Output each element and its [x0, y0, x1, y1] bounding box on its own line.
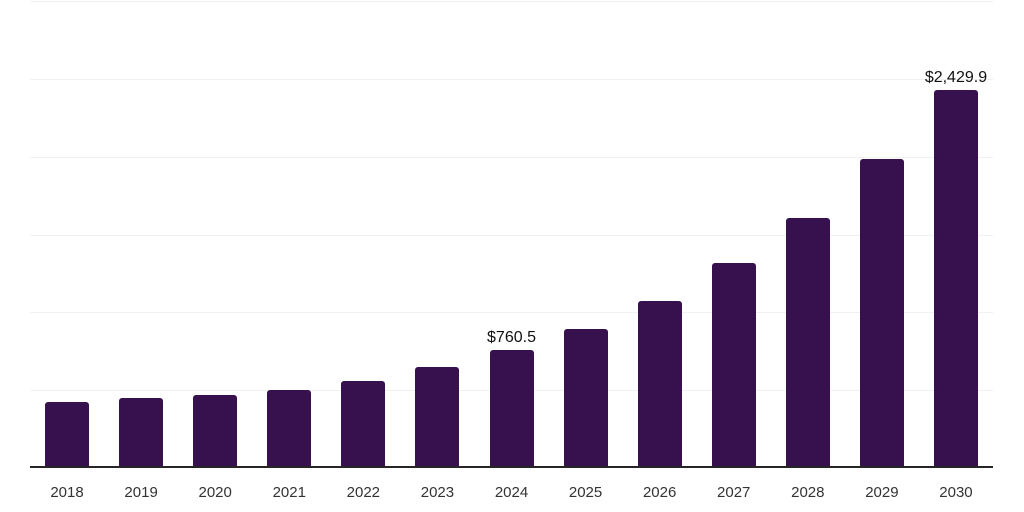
x-axis-line — [30, 466, 993, 468]
gridline — [30, 234, 993, 236]
bar — [267, 390, 312, 468]
x-tick-label: 2027 — [717, 484, 751, 501]
gridline — [30, 312, 993, 314]
x-tick-label: 2030 — [939, 484, 973, 501]
bar — [341, 381, 386, 468]
x-tick-label: 2020 — [198, 484, 232, 501]
bar — [785, 218, 830, 468]
bar — [711, 263, 756, 468]
gridline — [30, 78, 993, 80]
bar — [415, 367, 460, 468]
x-tick-label: 2026 — [642, 484, 677, 501]
bar — [637, 301, 682, 468]
bar — [45, 402, 90, 468]
x-tick-label: 2029 — [865, 484, 899, 501]
x-tick-label: 2019 — [124, 484, 158, 501]
x-tick-label: 2022 — [346, 484, 381, 501]
bar — [193, 395, 238, 468]
bar — [563, 329, 608, 468]
x-tick-label: 2021 — [272, 484, 306, 501]
bar — [489, 350, 534, 468]
x-tick-label: 2018 — [50, 484, 84, 501]
bar — [119, 398, 164, 468]
bar — [933, 90, 978, 468]
bar-value-label: $2,429.9 — [924, 69, 988, 86]
plot-area: $760.5 $2,429.9 — [30, 0, 993, 468]
x-tick-label: 2023 — [420, 484, 455, 501]
x-tick-label: 2028 — [791, 484, 825, 501]
x-tick-label: 2025 — [568, 484, 603, 501]
bar-value-label: $760.5 — [487, 329, 536, 346]
gridline — [30, 156, 993, 158]
x-tick-label: 2024 — [494, 484, 529, 501]
gridline — [30, 1, 993, 2]
bar — [859, 159, 904, 468]
